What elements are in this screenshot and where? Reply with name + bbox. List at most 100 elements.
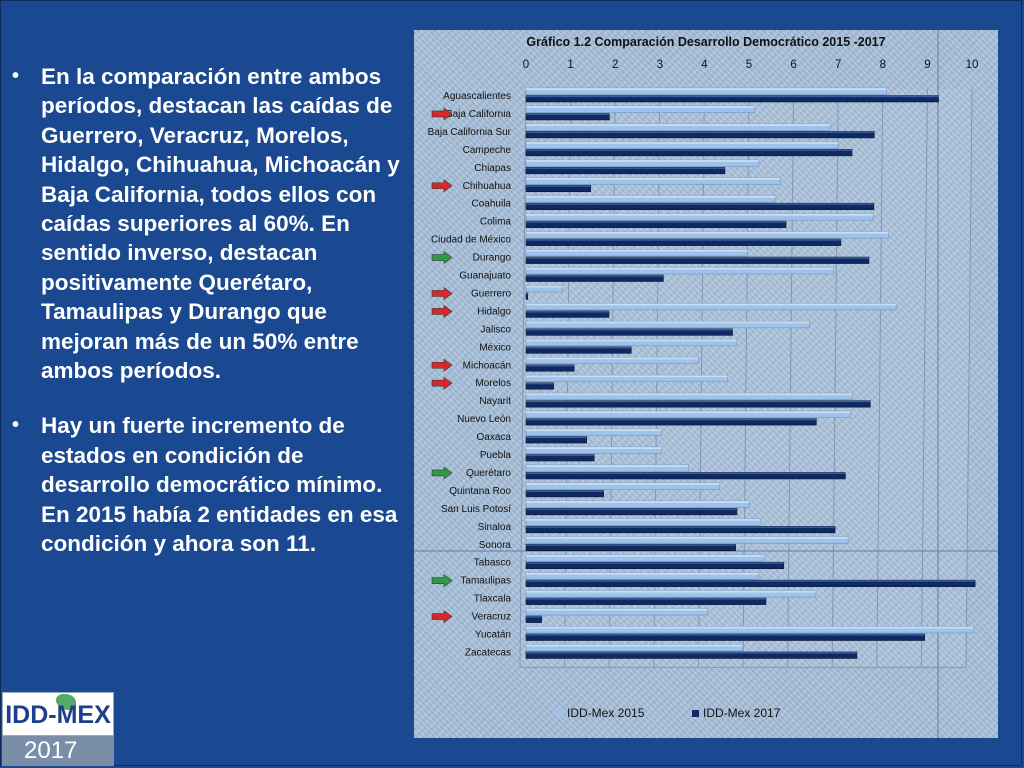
bar-2017-highlight	[526, 239, 841, 241]
bar-2017	[525, 472, 846, 480]
bar-2017-highlight	[526, 436, 587, 439]
bar-2015	[525, 105, 756, 113]
arrow-red-icon	[431, 304, 453, 318]
bar-2017	[525, 579, 976, 587]
mexico-map-icon	[56, 694, 76, 710]
bar-2017	[525, 274, 664, 282]
bar-2015-highlight	[526, 321, 810, 324]
gridline-0	[519, 88, 527, 668]
bar-2015-highlight	[526, 88, 887, 90]
x-tick-label: 4	[701, 59, 708, 71]
bar-2017-highlight	[526, 418, 817, 421]
bar-2015	[525, 195, 777, 203]
bar-2015	[525, 249, 748, 257]
bar-2017	[525, 651, 858, 659]
bar-2015-highlight	[526, 375, 728, 378]
x-tick-label: 3	[657, 59, 663, 71]
bar-2017	[525, 167, 726, 175]
bar-2015-highlight	[526, 393, 853, 396]
bar-2015	[525, 321, 810, 329]
bar-2015	[525, 518, 761, 526]
bar-2017-highlight	[526, 526, 836, 528]
x-tick-label: 10	[966, 59, 979, 71]
category-label: Ciudad de México	[431, 235, 511, 246]
x-tick-label: 8	[880, 59, 886, 71]
bar-2015	[525, 392, 853, 400]
gridline-6	[787, 88, 795, 668]
category-label: Querétaro	[466, 468, 511, 479]
legend-swatch-2017	[692, 710, 699, 717]
category-label: Puebla	[480, 450, 512, 461]
bar-2017-highlight	[526, 472, 846, 475]
bar-2015-highlight	[526, 626, 974, 629]
category-label: Tlaxcala	[474, 594, 512, 605]
category-label: Morelos	[475, 378, 511, 389]
logo-year: 2017	[2, 736, 114, 766]
category-label: México	[479, 342, 511, 353]
category-label: San Luis Potosí	[441, 504, 511, 515]
bar-2015-highlight	[526, 500, 749, 503]
bar-2017-highlight	[526, 562, 784, 564]
bar-2015	[525, 303, 897, 311]
bar-2017-highlight	[526, 275, 664, 277]
bar-2017-highlight	[526, 634, 925, 636]
x-tick-label: 6	[790, 59, 796, 71]
bar-2015	[525, 356, 699, 365]
bar-2015-highlight	[526, 105, 755, 108]
bar-2015-highlight	[526, 482, 720, 485]
idd-mex-logo: IDD-MEX 2017	[2, 692, 116, 766]
legend-item-2017: IDD-Mex 2017	[692, 706, 780, 720]
bar-2015	[525, 590, 817, 598]
bar-2015	[525, 482, 720, 490]
bar-2015	[525, 626, 975, 634]
bar-2015-highlight	[526, 644, 743, 647]
bar-2015	[525, 231, 889, 239]
bar-2015-highlight	[526, 123, 831, 126]
bar-2017-highlight	[526, 149, 853, 151]
bar-2017-highlight	[526, 598, 766, 600]
bar-2017-highlight	[526, 257, 869, 259]
category-label: Colima	[480, 217, 512, 228]
arrow-red-icon	[431, 609, 453, 624]
x-tick-label: 7	[835, 59, 841, 71]
bar-2015-highlight	[526, 231, 889, 234]
bar-2015	[525, 500, 750, 508]
bar-2015	[525, 554, 765, 562]
category-label: Sonora	[479, 540, 512, 551]
legend-label-2017: IDD-Mex 2017	[703, 706, 781, 720]
bar-chart: 0 1 2 3 4 5 6 7 8 9 10 Aguascalientes Baja Californi…	[414, 30, 998, 738]
category-label: Tabasco	[474, 558, 512, 569]
bar-2017-highlight	[526, 454, 595, 457]
x-tick-label: 5	[746, 59, 752, 71]
bar-2015	[525, 141, 839, 149]
bar-2015-highlight	[526, 213, 873, 216]
bar-2015	[525, 428, 662, 436]
x-tick-label: 2	[612, 59, 618, 71]
bar-2015-highlight	[526, 536, 849, 539]
category-label: Guerrero	[471, 288, 511, 299]
bar-2015	[525, 338, 738, 347]
category-label: Tamaulipas	[460, 576, 511, 587]
bullet-item-2: • Hay un fuerte incremento de estados en…	[8, 411, 408, 558]
bar-2017-highlight	[526, 382, 554, 385]
bar-2017	[525, 597, 767, 605]
bar-2017-highlight	[526, 651, 857, 654]
bar-2017	[525, 238, 842, 246]
bar-2017-highlight	[526, 616, 542, 618]
arrow-green-icon	[431, 250, 453, 265]
bar-2015-highlight	[526, 285, 563, 288]
bar-2017-highlight	[526, 292, 528, 295]
bullet-mark: •	[12, 414, 20, 437]
category-label: Chihuahua	[463, 181, 512, 192]
bullet-item-1: • En la comparación entre ambos períodos…	[8, 62, 408, 385]
bullet-list: • En la comparación entre ambos períodos…	[8, 62, 408, 585]
bar-2017-highlight	[526, 544, 736, 546]
arrow-red-icon	[431, 286, 453, 301]
bar-2015	[525, 536, 849, 544]
bar-2015	[525, 177, 781, 185]
arrow-red-icon	[431, 179, 453, 193]
arrow-red-icon	[431, 358, 453, 372]
arrow-red-icon	[431, 107, 453, 121]
category-label: Baja California Sur	[428, 127, 512, 138]
bar-2017	[525, 382, 554, 390]
